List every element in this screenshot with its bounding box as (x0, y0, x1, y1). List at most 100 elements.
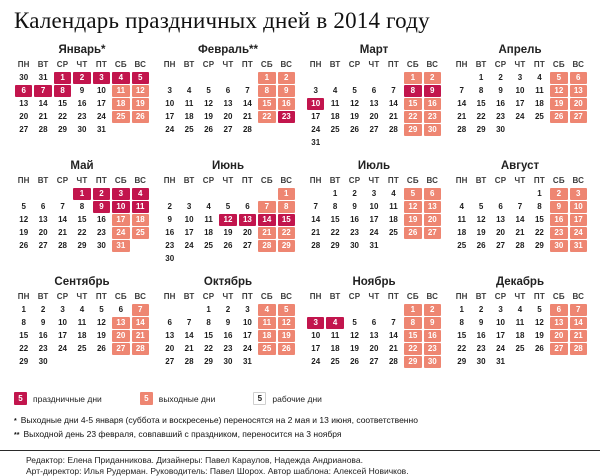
day-cell: 3 (307, 317, 324, 329)
day-cell: 14 (385, 330, 402, 342)
day-cell: 6 (365, 317, 382, 329)
day-cell: 24 (54, 343, 71, 355)
empty-cell (453, 188, 470, 200)
month-title: Ноябрь (306, 276, 442, 288)
day-cell: 14 (570, 317, 587, 329)
day-cell: 20 (219, 111, 236, 123)
weekday-label: ПТ (239, 60, 256, 71)
week-row: 30 (160, 252, 296, 265)
empty-cell (180, 72, 197, 84)
empty-cell (239, 188, 256, 200)
day-cell: 4 (326, 85, 343, 97)
day-cell: 18 (326, 111, 343, 123)
day-cell: 17 (307, 111, 324, 123)
day-cell: 25 (258, 343, 275, 355)
day-cell: 28 (34, 124, 51, 136)
weekday-label: ВС (132, 176, 149, 187)
day-cell: 23 (472, 343, 489, 355)
day-cell: 27 (365, 124, 382, 136)
day-cell: 27 (365, 356, 382, 368)
day-cell: 28 (258, 240, 275, 252)
day-cell: 2 (472, 304, 489, 316)
empty-cell (180, 304, 197, 316)
day-cell: 11 (112, 85, 129, 97)
empty-cell (219, 72, 236, 84)
day-cell: 9 (93, 201, 110, 213)
day-cell: 9 (472, 317, 489, 329)
weekday-label: ПН (15, 60, 32, 71)
empty-cell (161, 72, 178, 84)
day-cell: 15 (200, 330, 217, 342)
day-cell: 4 (326, 317, 343, 329)
day-cell: 24 (112, 227, 129, 239)
day-cell: 15 (15, 330, 32, 342)
weekday-label: ПН (307, 176, 324, 187)
day-cell: 2 (73, 72, 90, 84)
day-cell: 26 (550, 111, 567, 123)
day-cell: 6 (550, 304, 567, 316)
weekday-label: ПН (161, 292, 178, 303)
day-cell: 28 (132, 343, 149, 355)
day-cell: 23 (219, 343, 236, 355)
day-cell: 24 (570, 227, 587, 239)
day-cell: 23 (161, 240, 178, 252)
day-cell: 25 (73, 343, 90, 355)
empty-cell (278, 253, 295, 265)
day-cell: 6 (34, 201, 51, 213)
day-cell: 25 (531, 111, 548, 123)
day-cell: 20 (15, 111, 32, 123)
day-cell: 10 (365, 201, 382, 213)
weekday-label: СБ (112, 176, 129, 187)
day-cell: 17 (365, 214, 382, 226)
day-cell: 18 (326, 343, 343, 355)
day-cell: 2 (424, 304, 441, 316)
day-cell: 9 (73, 85, 90, 97)
empty-cell (570, 124, 587, 136)
day-cell: 11 (180, 98, 197, 110)
day-cell: 25 (511, 343, 528, 355)
day-cell: 8 (404, 317, 421, 329)
day-cell: 9 (219, 317, 236, 329)
empty-cell (239, 253, 256, 265)
day-cell: 28 (385, 356, 402, 368)
empty-cell (404, 137, 421, 149)
day-cell: 18 (511, 330, 528, 342)
empty-cell (132, 240, 149, 252)
empty-cell (326, 304, 343, 316)
day-cell: 3 (161, 85, 178, 97)
day-cell: 13 (34, 214, 51, 226)
day-cell: 23 (34, 343, 51, 355)
day-cell: 22 (54, 111, 71, 123)
empty-cell (54, 188, 71, 200)
day-cell: 9 (424, 317, 441, 329)
empty-cell (258, 253, 275, 265)
day-cell: 23 (424, 111, 441, 123)
day-cell: 16 (346, 214, 363, 226)
day-cell: 19 (200, 111, 217, 123)
empty-cell (34, 188, 51, 200)
day-cell: 15 (472, 98, 489, 110)
weekday-label: ВС (570, 60, 587, 71)
day-cell: 10 (307, 98, 324, 110)
day-cell: 26 (472, 240, 489, 252)
day-cell: 2 (93, 188, 110, 200)
day-cell: 5 (278, 304, 295, 316)
day-cell: 11 (326, 330, 343, 342)
empty-cell (511, 124, 528, 136)
weekday-label: ВТ (326, 176, 343, 187)
day-cell: 12 (132, 85, 149, 97)
day-cell: 16 (492, 98, 509, 110)
empty-cell (180, 253, 197, 265)
month-title: Июль (306, 160, 442, 172)
day-cell: 13 (365, 330, 382, 342)
weekday-label: ПТ (239, 292, 256, 303)
